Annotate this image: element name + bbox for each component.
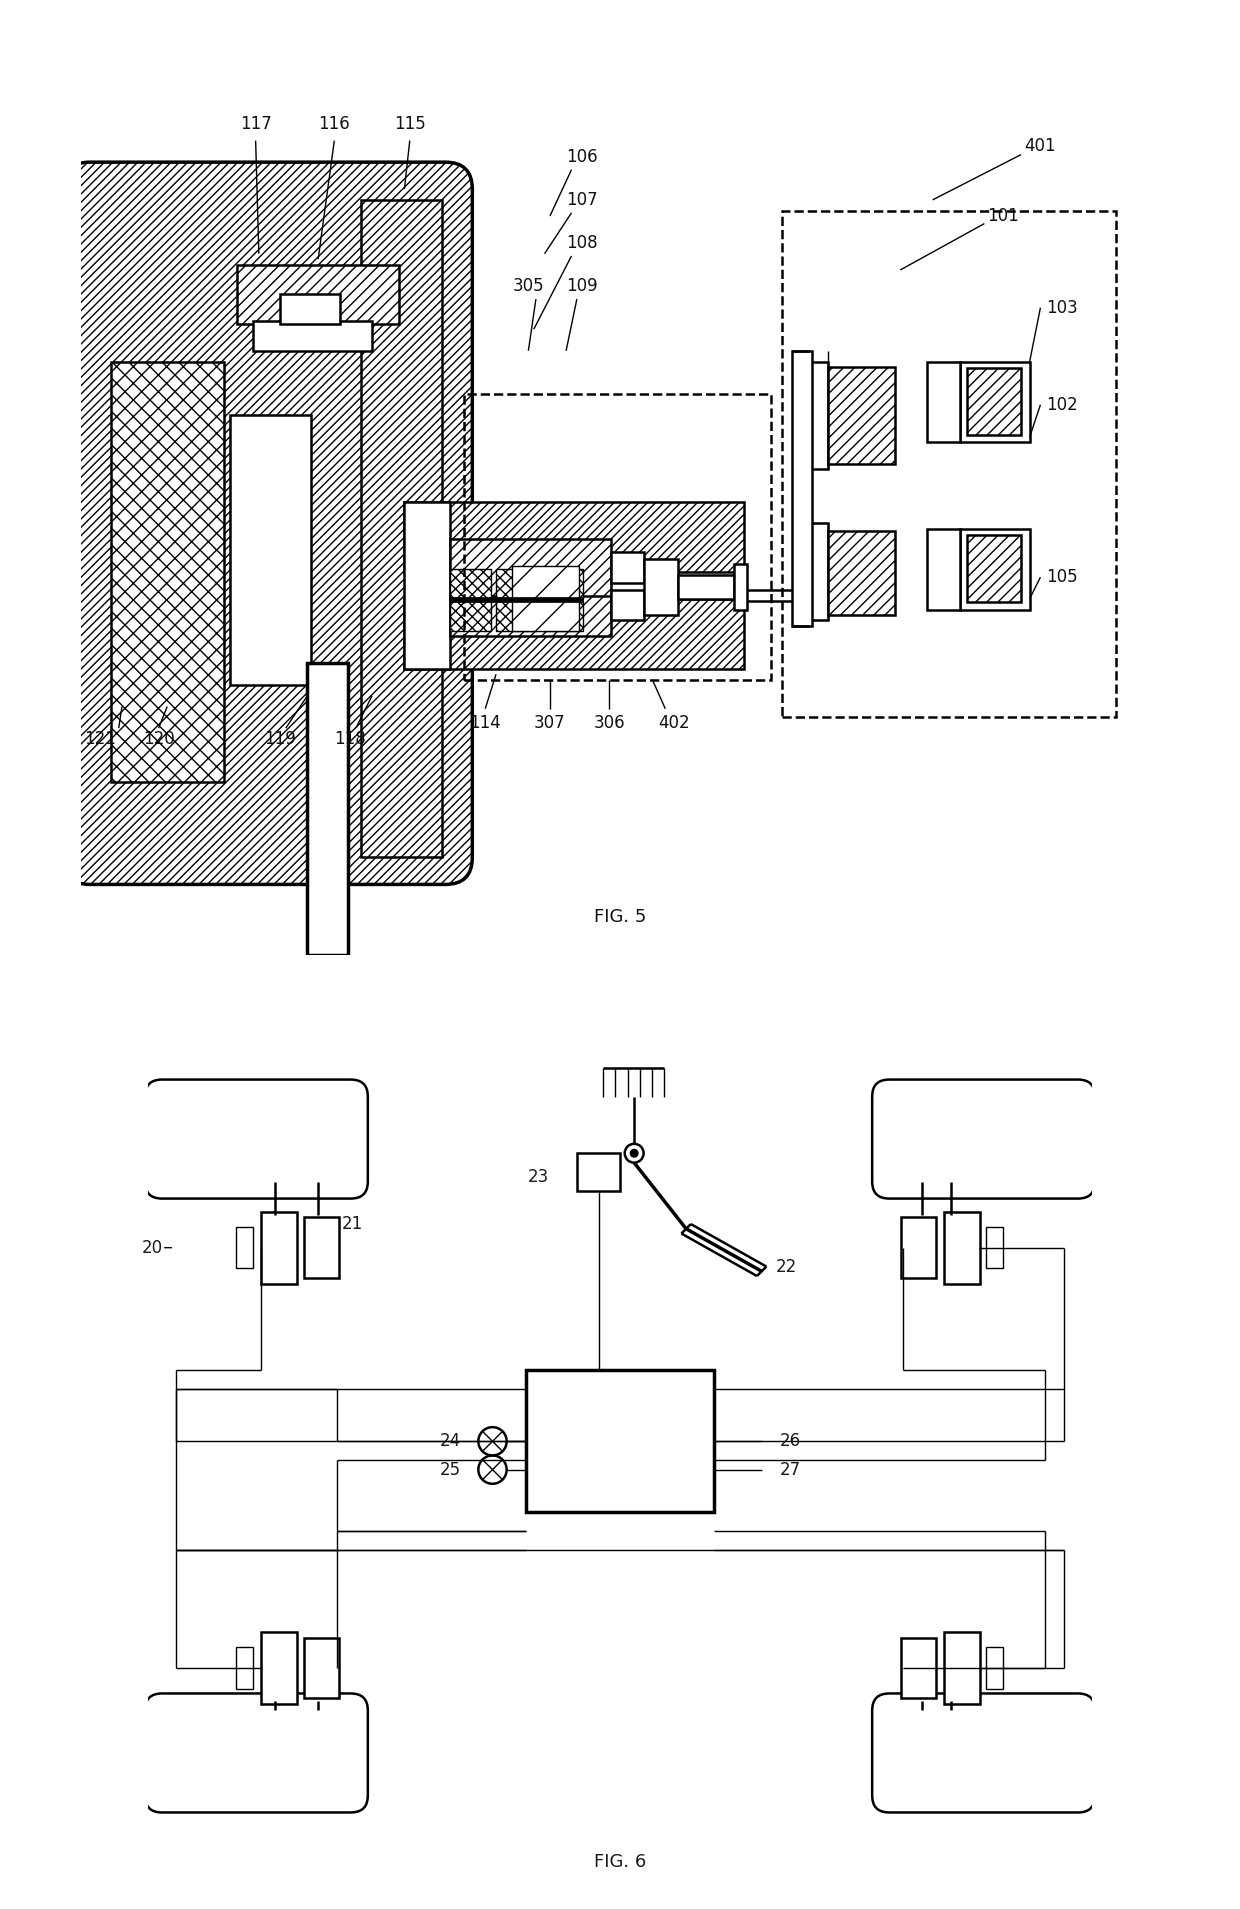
- Text: 25: 25: [439, 1460, 460, 1479]
- Text: ABS: ABS: [603, 1409, 637, 1426]
- Bar: [262, 1212, 298, 1283]
- Bar: [229, 416, 310, 685]
- Text: 121: 121: [84, 729, 117, 748]
- Bar: [236, 1647, 253, 1689]
- Bar: [828, 367, 895, 464]
- Bar: [678, 575, 734, 599]
- Circle shape: [630, 1149, 637, 1157]
- FancyBboxPatch shape: [145, 1693, 368, 1812]
- Bar: [944, 1212, 980, 1283]
- Text: 116: 116: [319, 115, 350, 134]
- FancyBboxPatch shape: [872, 1693, 1095, 1812]
- Text: 108: 108: [567, 235, 598, 252]
- Text: 24: 24: [439, 1432, 460, 1451]
- Bar: [450, 540, 611, 599]
- Bar: [237, 265, 399, 325]
- FancyBboxPatch shape: [63, 162, 472, 884]
- Text: 103: 103: [1047, 298, 1078, 317]
- Text: 117: 117: [239, 115, 272, 134]
- Bar: [542, 601, 583, 632]
- FancyBboxPatch shape: [872, 1080, 1095, 1199]
- Bar: [960, 361, 1029, 443]
- Bar: [280, 294, 340, 325]
- Bar: [928, 361, 960, 443]
- Text: 23: 23: [528, 1168, 549, 1185]
- Bar: [644, 559, 678, 615]
- Bar: [781, 210, 1116, 718]
- Text: 119: 119: [264, 729, 296, 748]
- Bar: [464, 393, 771, 680]
- Bar: [236, 1227, 253, 1268]
- Text: ECU: ECU: [601, 1457, 639, 1474]
- Bar: [611, 590, 644, 620]
- Bar: [611, 552, 644, 582]
- Text: 307: 307: [534, 714, 565, 731]
- Bar: [496, 601, 537, 632]
- Bar: [808, 523, 828, 620]
- Bar: [112, 361, 224, 783]
- Text: 120: 120: [143, 729, 175, 748]
- Text: 401: 401: [1024, 137, 1056, 155]
- Bar: [262, 1632, 298, 1705]
- Bar: [944, 1632, 980, 1705]
- Text: 402: 402: [658, 714, 689, 731]
- Text: 306: 306: [594, 714, 625, 731]
- Bar: [361, 200, 443, 857]
- Bar: [808, 361, 828, 470]
- Bar: [404, 502, 744, 573]
- Bar: [404, 502, 450, 668]
- Bar: [828, 531, 895, 615]
- Bar: [900, 1218, 936, 1277]
- Bar: [512, 567, 579, 632]
- Text: 305: 305: [512, 277, 544, 296]
- Bar: [900, 1638, 936, 1699]
- Text: FIG. 5: FIG. 5: [594, 909, 646, 926]
- Text: 22: 22: [776, 1258, 797, 1275]
- Bar: [734, 565, 748, 609]
- Text: FIG. 6: FIG. 6: [594, 1852, 646, 1871]
- Text: 20: 20: [141, 1239, 162, 1256]
- Bar: [578, 1153, 620, 1191]
- Text: 105: 105: [1047, 569, 1078, 586]
- Text: 102: 102: [1047, 395, 1078, 414]
- Bar: [526, 1371, 714, 1512]
- Bar: [404, 599, 744, 668]
- Bar: [450, 596, 611, 636]
- Bar: [986, 1647, 1002, 1689]
- FancyBboxPatch shape: [145, 1080, 368, 1199]
- Bar: [308, 664, 348, 954]
- Text: 109: 109: [567, 277, 598, 296]
- Bar: [928, 529, 960, 609]
- Text: 101: 101: [987, 206, 1018, 225]
- Text: 106: 106: [567, 147, 598, 166]
- Text: 107: 107: [567, 191, 598, 208]
- Text: 26: 26: [780, 1432, 801, 1451]
- Bar: [450, 598, 583, 601]
- Bar: [253, 321, 372, 351]
- Bar: [496, 569, 537, 599]
- Text: 21: 21: [341, 1214, 362, 1233]
- Bar: [450, 569, 491, 599]
- Text: 115: 115: [394, 115, 425, 134]
- Bar: [792, 351, 812, 626]
- Bar: [542, 569, 583, 599]
- Bar: [986, 1227, 1002, 1268]
- Bar: [967, 368, 1021, 435]
- Text: 27: 27: [780, 1460, 801, 1479]
- Bar: [450, 601, 491, 632]
- Text: 114: 114: [470, 714, 501, 731]
- Text: 118: 118: [335, 729, 366, 748]
- Bar: [304, 1638, 340, 1699]
- Bar: [960, 529, 1029, 609]
- Bar: [967, 535, 1021, 601]
- Bar: [304, 1218, 340, 1277]
